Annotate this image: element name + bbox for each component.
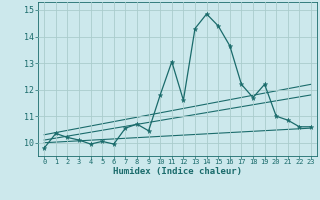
X-axis label: Humidex (Indice chaleur): Humidex (Indice chaleur): [113, 167, 242, 176]
